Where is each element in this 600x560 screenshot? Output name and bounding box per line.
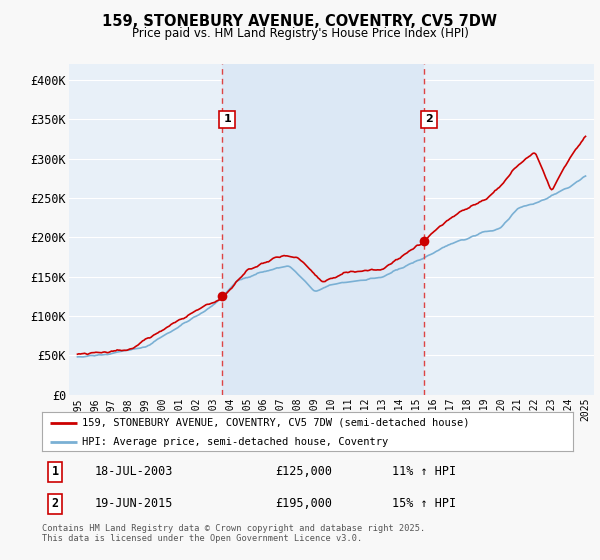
Text: 15% ↑ HPI: 15% ↑ HPI: [392, 497, 457, 510]
Text: HPI: Average price, semi-detached house, Coventry: HPI: Average price, semi-detached house,…: [82, 437, 388, 447]
Text: Price paid vs. HM Land Registry's House Price Index (HPI): Price paid vs. HM Land Registry's House …: [131, 27, 469, 40]
Text: 1: 1: [223, 114, 231, 124]
Text: £125,000: £125,000: [275, 465, 332, 478]
Text: £195,000: £195,000: [275, 497, 332, 510]
Text: 18-JUL-2003: 18-JUL-2003: [95, 465, 173, 478]
Text: 2: 2: [52, 497, 59, 510]
Bar: [222, 64, 424, 395]
Text: 159, STONEBURY AVENUE, COVENTRY, CV5 7DW (semi-detached house): 159, STONEBURY AVENUE, COVENTRY, CV5 7DW…: [82, 418, 469, 428]
Text: 2: 2: [425, 114, 433, 124]
Text: Contains HM Land Registry data © Crown copyright and database right 2025.
This d: Contains HM Land Registry data © Crown c…: [42, 524, 425, 543]
Text: 19-JUN-2015: 19-JUN-2015: [95, 497, 173, 510]
Text: 159, STONEBURY AVENUE, COVENTRY, CV5 7DW: 159, STONEBURY AVENUE, COVENTRY, CV5 7DW: [103, 14, 497, 29]
Text: 11% ↑ HPI: 11% ↑ HPI: [392, 465, 457, 478]
Text: 1: 1: [52, 465, 59, 478]
